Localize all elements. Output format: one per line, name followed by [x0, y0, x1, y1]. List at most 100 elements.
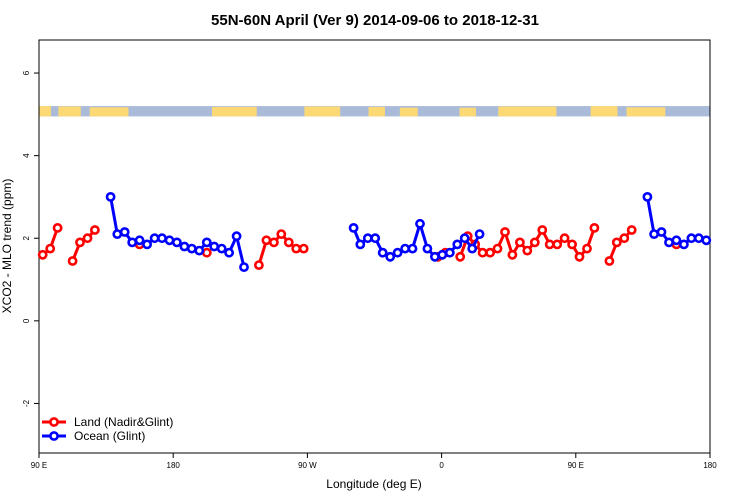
data-point	[194, 245, 205, 256]
data-point	[552, 239, 563, 250]
data-point	[611, 237, 622, 248]
data-point	[171, 237, 182, 248]
data-point	[559, 233, 570, 244]
data-point	[239, 262, 249, 272]
plot-frame	[38, 39, 711, 454]
map-land-patch	[39, 106, 51, 117]
x-tick-label: 180	[703, 461, 717, 470]
data-point	[444, 247, 455, 258]
data-point	[298, 243, 309, 254]
data-point	[507, 249, 518, 260]
data-point	[105, 191, 116, 202]
map-land-patch	[399, 107, 418, 117]
data-point	[485, 247, 495, 258]
data-point	[604, 256, 615, 266]
chart-title: 55N-60N April (Ver 9) 2014-09-06 to 2018…	[211, 12, 539, 29]
data-point	[474, 229, 485, 239]
data-point	[437, 249, 448, 260]
data-point	[276, 229, 287, 239]
data-point	[377, 247, 388, 258]
data-point	[201, 247, 212, 258]
series-line	[109, 196, 246, 268]
data-point	[45, 243, 56, 254]
x-tick-label: 180	[167, 461, 181, 470]
map-land-patch	[58, 106, 81, 117]
data-point	[90, 225, 100, 235]
data-point	[392, 247, 403, 258]
y-tick-label: -2	[22, 399, 31, 407]
data-point	[574, 251, 585, 262]
y-axis: -2 0 2 4 6	[22, 70, 39, 407]
data-point	[701, 235, 712, 246]
data-point	[157, 233, 167, 244]
y-tick-label: 6	[22, 70, 31, 75]
data-point	[37, 249, 48, 260]
data-point	[407, 243, 418, 254]
data-point	[291, 243, 302, 254]
data-point	[619, 233, 630, 244]
data-point	[544, 239, 555, 250]
map-land-patch	[89, 107, 129, 117]
data-point	[224, 247, 234, 258]
y-axis-label: XCO2 - MLO trend (ppm)	[0, 179, 14, 314]
data-point	[455, 251, 466, 262]
data-point	[522, 245, 533, 256]
data-point	[422, 243, 433, 254]
data-point	[385, 251, 396, 262]
data-point	[500, 227, 510, 237]
data-point	[693, 233, 704, 244]
map-land-patch	[211, 106, 257, 117]
data-point	[477, 247, 488, 258]
data-point	[355, 239, 366, 250]
data-point	[529, 237, 540, 248]
data-point	[134, 235, 145, 246]
map-land-patch	[459, 107, 476, 117]
data-point	[231, 231, 242, 242]
x-tick-label: 0	[439, 461, 444, 470]
series-layer	[37, 191, 712, 272]
data-point	[261, 235, 272, 246]
data-point	[515, 237, 525, 248]
data-point	[52, 222, 63, 233]
data-point	[283, 237, 294, 248]
x-tick-label: 90 W	[298, 461, 317, 470]
x-tick-label: 90 E	[568, 461, 584, 470]
data-point	[452, 239, 463, 250]
land-ocean-map-strip	[39, 106, 710, 117]
y-tick-label: 2	[22, 235, 31, 240]
data-point	[82, 233, 93, 244]
data-point	[348, 222, 359, 233]
data-point	[679, 239, 689, 250]
data-point	[656, 227, 667, 237]
data-point	[201, 237, 212, 248]
legend-label: Ocean (Glint)	[74, 429, 145, 443]
data-point	[626, 225, 637, 235]
data-point	[142, 239, 152, 250]
data-point	[268, 237, 279, 248]
y-tick-label: 4	[22, 153, 31, 158]
map-land-patch	[368, 106, 385, 117]
data-point	[492, 243, 503, 254]
legend-marker	[49, 417, 59, 427]
data-point	[567, 239, 577, 250]
legend: Land (Nadir&Glint)Ocean (Glint)	[42, 415, 173, 443]
data-point	[459, 233, 470, 244]
legend-label: Land (Nadir&Glint)	[74, 415, 173, 429]
x-axis: 90 E 180 90 W 0 90 E 180	[31, 453, 717, 470]
data-point	[642, 191, 653, 202]
map-land-patch	[498, 106, 557, 117]
data-point	[119, 227, 130, 237]
x-axis-label: Longitude (deg E)	[326, 477, 421, 491]
series-ocean	[105, 191, 712, 272]
legend-marker	[49, 431, 59, 441]
x-tick-label: 90 E	[31, 461, 47, 470]
data-point	[75, 237, 85, 248]
data-point	[253, 260, 264, 270]
map-land-patch	[626, 107, 666, 117]
data-point	[671, 235, 682, 246]
data-point	[370, 233, 381, 244]
data-point	[582, 243, 592, 254]
map-land-patch	[304, 106, 341, 117]
data-point	[415, 218, 425, 229]
